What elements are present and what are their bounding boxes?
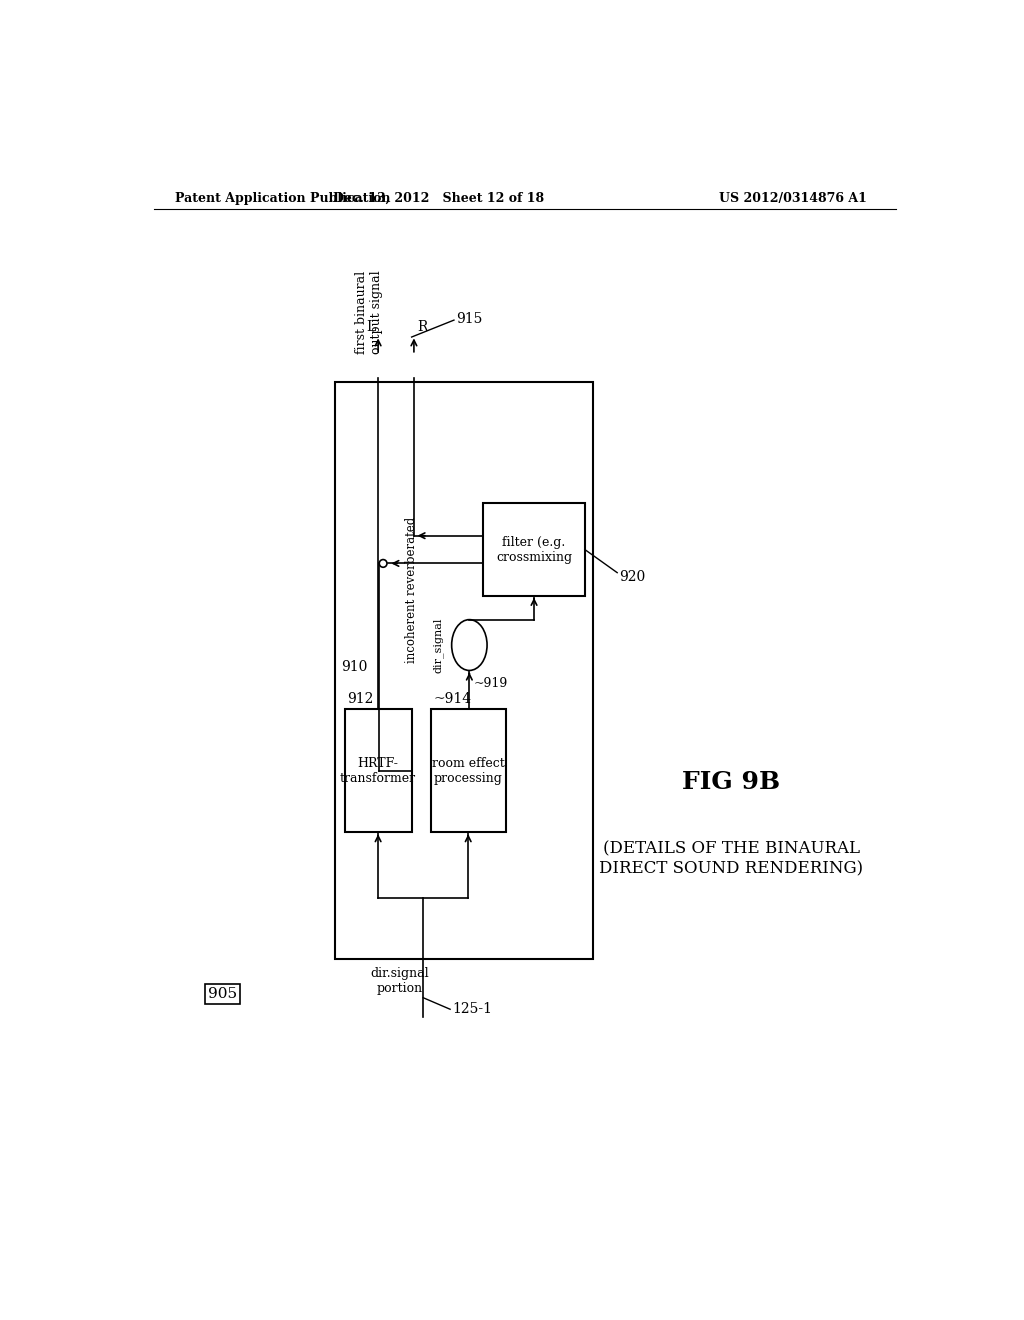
Text: R: R bbox=[417, 319, 427, 334]
Bar bbox=[335, 381, 593, 960]
Bar bbox=[431, 709, 506, 832]
Text: 912: 912 bbox=[347, 692, 374, 706]
Ellipse shape bbox=[452, 619, 487, 671]
Text: FIG 9B: FIG 9B bbox=[682, 770, 780, 795]
Text: room effect
processing: room effect processing bbox=[432, 756, 505, 784]
Text: HRTF-
transformer: HRTF- transformer bbox=[340, 756, 416, 784]
Text: ~914: ~914 bbox=[433, 692, 471, 706]
Text: 920: 920 bbox=[620, 569, 646, 583]
Text: first binaural
output signal: first binaural output signal bbox=[355, 271, 383, 354]
Text: ~919: ~919 bbox=[473, 677, 508, 690]
Text: dir.signal
portion: dir.signal portion bbox=[371, 966, 429, 995]
Bar bbox=[345, 709, 412, 832]
Text: L: L bbox=[366, 319, 375, 334]
Text: Patent Application Publication: Patent Application Publication bbox=[175, 191, 391, 205]
Text: Dec. 13, 2012   Sheet 12 of 18: Dec. 13, 2012 Sheet 12 of 18 bbox=[333, 191, 544, 205]
Text: 915: 915 bbox=[457, 312, 482, 326]
Bar bbox=[483, 503, 585, 595]
Text: filter (e.g.
crossmixing: filter (e.g. crossmixing bbox=[496, 536, 572, 564]
Text: 125-1: 125-1 bbox=[453, 1002, 493, 1016]
Text: (DETAILS OF THE BINAURAL
DIRECT SOUND RENDERING): (DETAILS OF THE BINAURAL DIRECT SOUND RE… bbox=[599, 841, 863, 878]
Text: US 2012/0314876 A1: US 2012/0314876 A1 bbox=[719, 191, 866, 205]
Text: incoherent reverberated: incoherent reverberated bbox=[406, 516, 418, 663]
Circle shape bbox=[379, 560, 387, 568]
Text: 910: 910 bbox=[341, 660, 368, 673]
Text: 905: 905 bbox=[208, 987, 237, 1001]
Text: dir_signal: dir_signal bbox=[433, 618, 444, 673]
